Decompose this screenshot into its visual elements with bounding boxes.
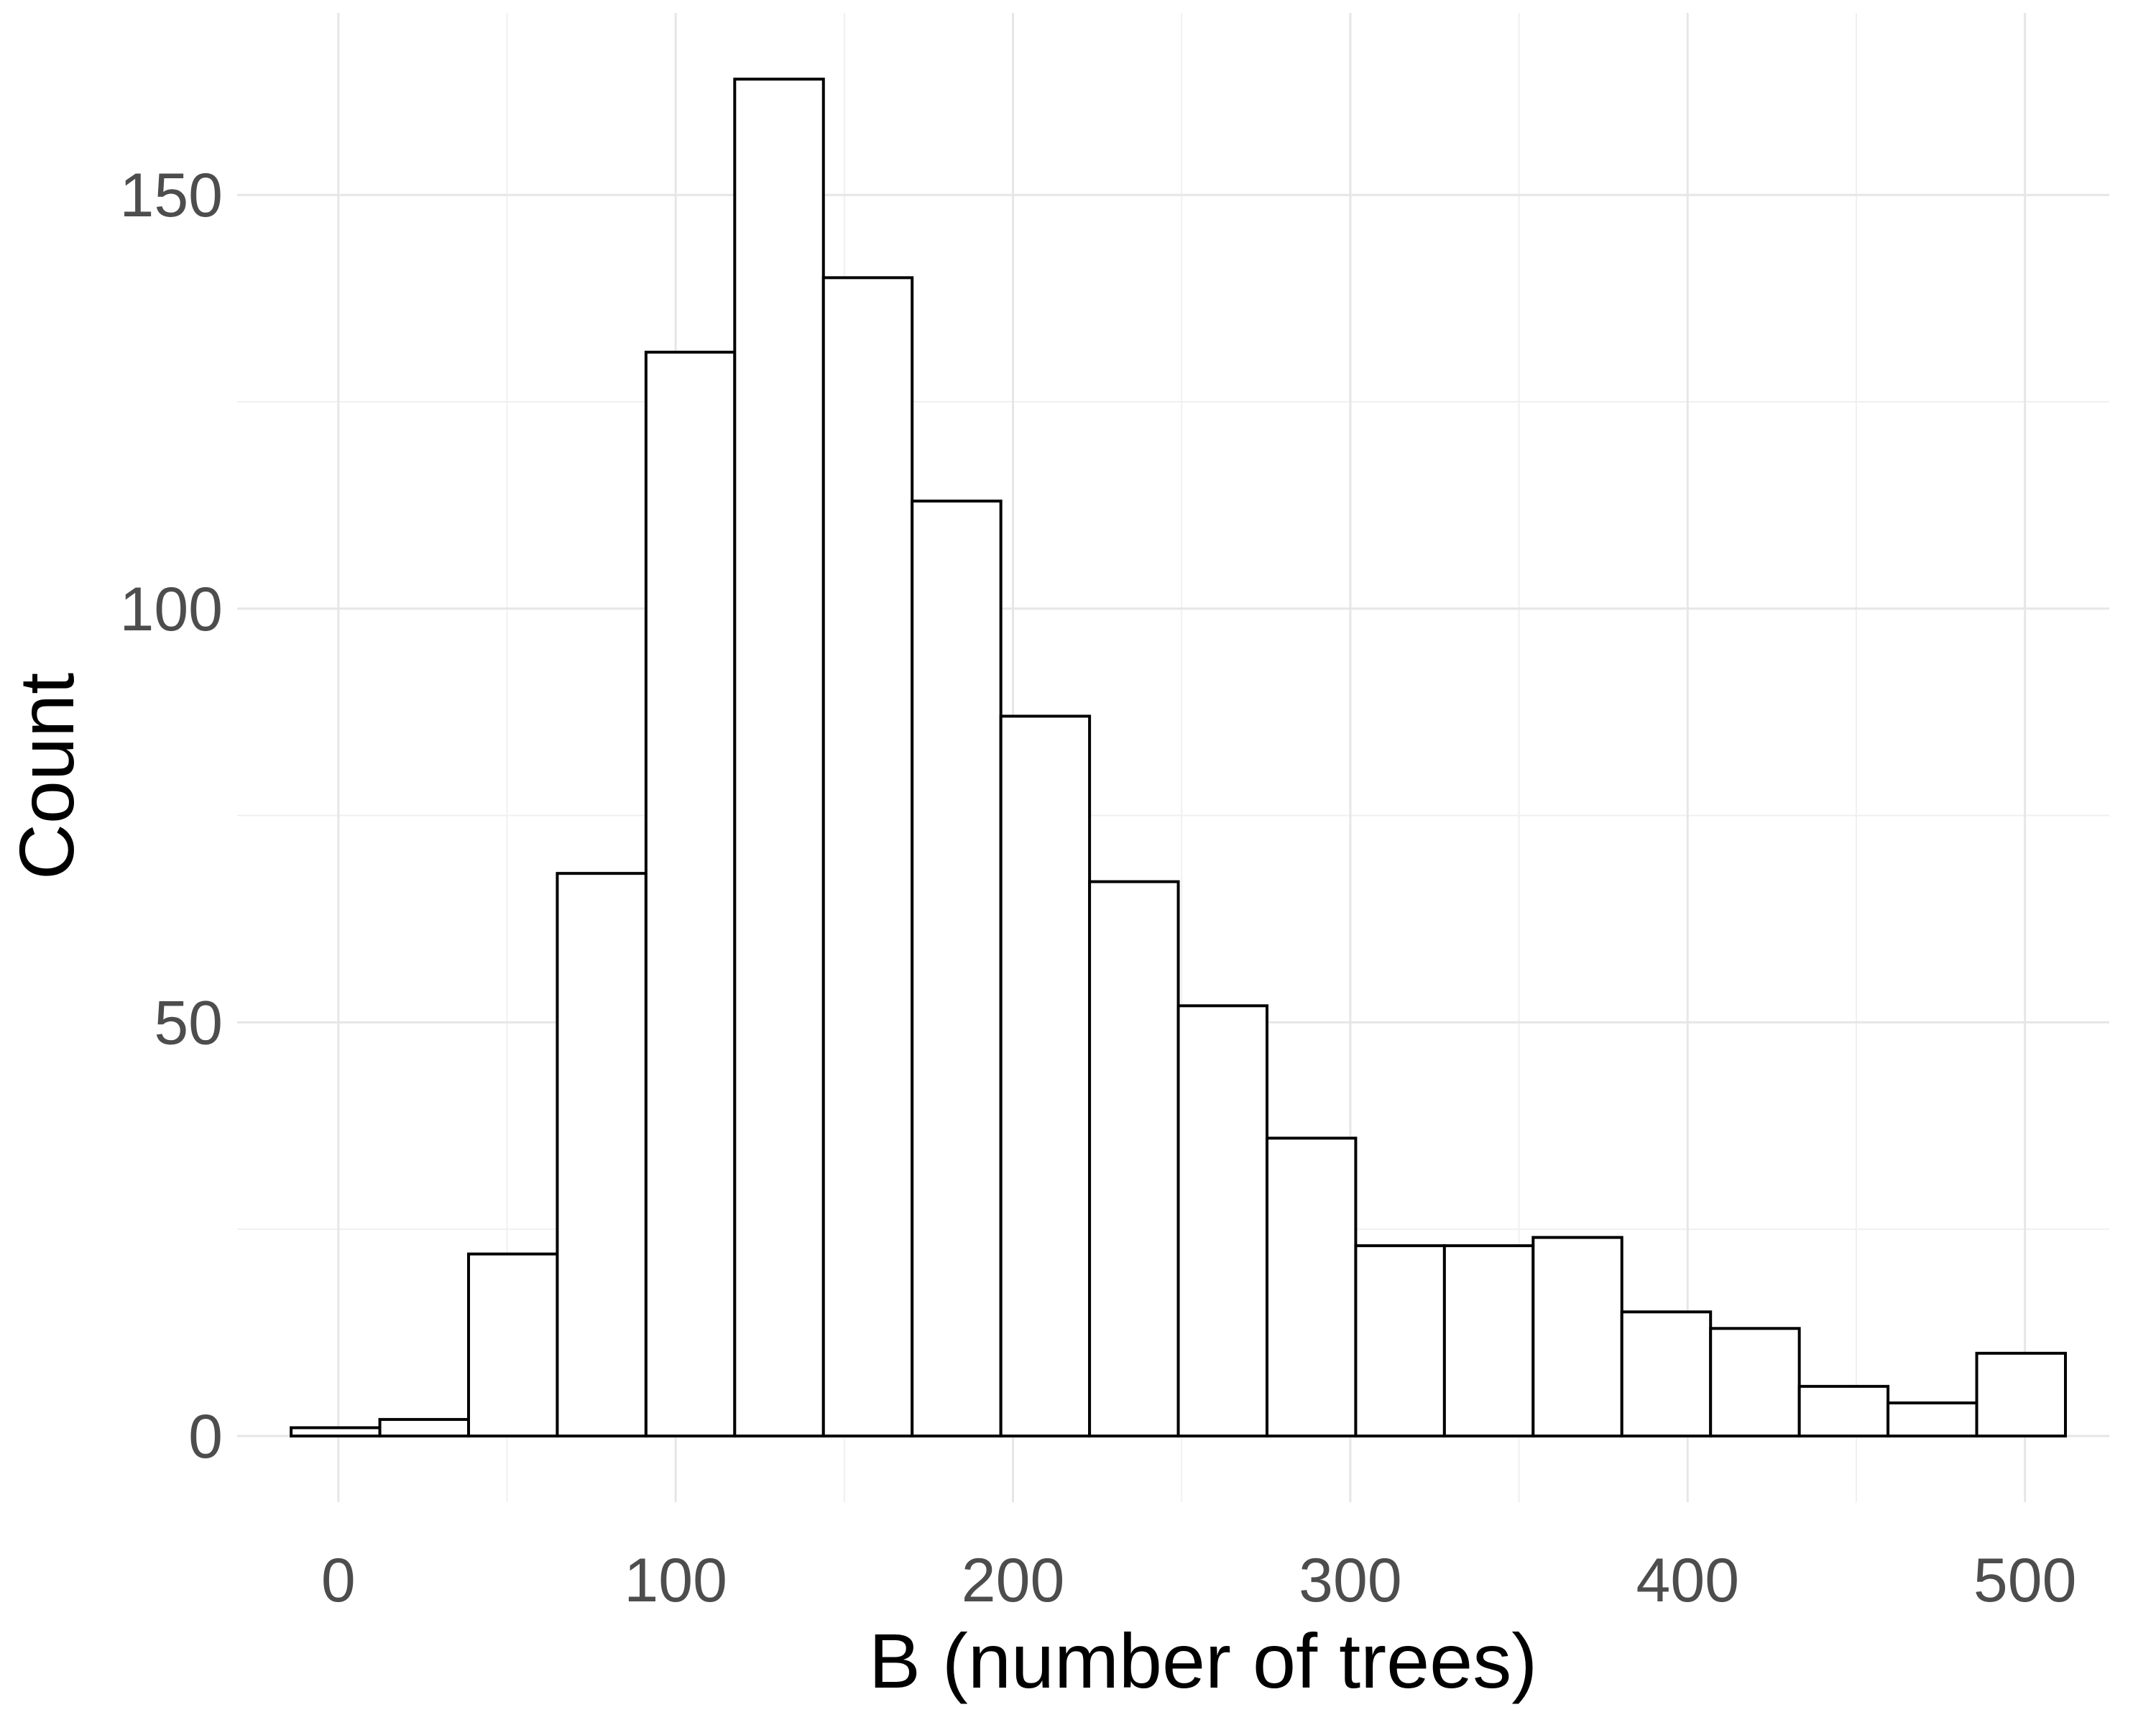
histogram-bar xyxy=(556,872,648,1438)
histogram-bar xyxy=(1265,1136,1358,1438)
histogram-bar xyxy=(1176,1004,1268,1438)
histogram-bar xyxy=(1354,1244,1446,1438)
x-tick-label: 200 xyxy=(962,1546,1065,1615)
x-tick-label: 300 xyxy=(1299,1546,1402,1615)
histogram-bar xyxy=(733,78,825,1438)
x-axis-tick-labels: 0 100 200 300 400 500 xyxy=(321,1546,2077,1615)
y-tick-label: 50 xyxy=(154,988,223,1057)
histogram-bar xyxy=(1531,1236,1623,1438)
histogram-bar xyxy=(644,350,737,1438)
histogram-bar xyxy=(1620,1310,1713,1438)
histogram-bar xyxy=(466,1252,559,1438)
y-tick-label: 100 xyxy=(120,575,224,644)
histogram-bar xyxy=(1975,1351,2067,1438)
histogram-bar xyxy=(1886,1401,1978,1438)
histogram-bar xyxy=(1088,880,1180,1438)
histogram-bars xyxy=(290,78,2067,1438)
histogram-bar xyxy=(1709,1327,1801,1438)
x-tick-label: 100 xyxy=(624,1546,727,1615)
histogram-bar xyxy=(911,500,1003,1438)
histogram-bar xyxy=(290,1426,382,1438)
histogram-bar xyxy=(1442,1244,1535,1438)
y-axis-title: Count xyxy=(3,673,90,880)
histogram-bar xyxy=(1797,1384,1890,1438)
y-tick-label: 150 xyxy=(120,161,224,230)
y-axis-tick-labels: 0 50 100 150 xyxy=(120,161,224,1471)
histogram-bar xyxy=(821,276,914,1438)
histogram-bar xyxy=(999,714,1092,1438)
y-tick-label: 0 xyxy=(188,1402,223,1471)
x-tick-label: 500 xyxy=(1973,1546,2077,1615)
x-axis-title: B (number of trees) xyxy=(869,1617,1537,1704)
x-tick-label: 0 xyxy=(321,1546,356,1615)
x-tick-label: 400 xyxy=(1636,1546,1740,1615)
histogram-bar xyxy=(378,1417,470,1438)
